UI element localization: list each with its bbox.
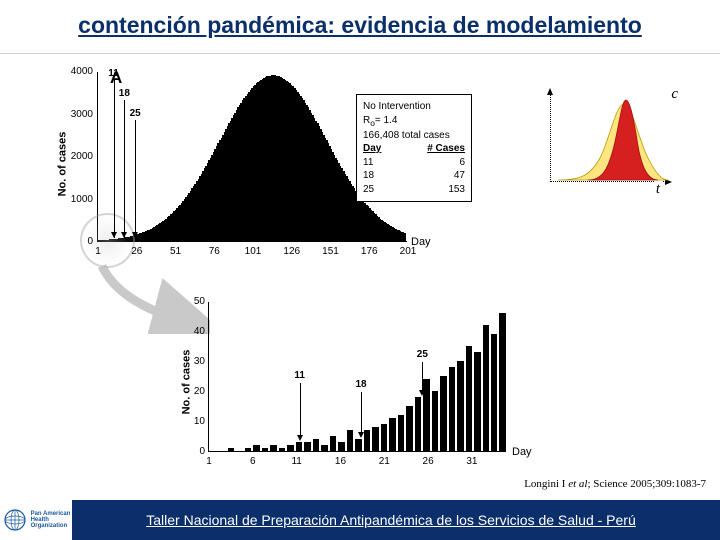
legend-line2: Ro= 1.4 xyxy=(363,114,465,129)
legend-line1: No Intervention xyxy=(363,100,465,114)
legend-header: Day # Cases xyxy=(363,142,465,156)
footer: Pan American Health Organization Taller … xyxy=(0,500,720,540)
paho-logo: Pan American Health Organization xyxy=(0,500,72,540)
chart-b: No. of cases 010203040501611162126311118… xyxy=(170,294,520,469)
legend-row: 1847 xyxy=(363,169,465,183)
legend-row: 25153 xyxy=(363,183,465,197)
legend-line3: 166,408 total cases xyxy=(363,129,465,143)
inset-curve: c t xyxy=(538,84,678,196)
inset-label-c: c xyxy=(669,86,680,103)
chart-b-xlabel: Day xyxy=(512,446,548,476)
inset-label-t: t xyxy=(654,181,662,198)
chart-a-xlabel: Day xyxy=(411,236,451,271)
legend-box: No Intervention Ro= 1.4 166,408 total ca… xyxy=(356,94,472,202)
citation: Longini I et al; Science 2005;309:1083-7 xyxy=(524,478,706,490)
chart-a-ylabel: No. of cases xyxy=(56,132,68,197)
chart-b-plot: 01020304050161116212631111825 xyxy=(208,302,506,452)
charts-area: A No. of cases 0100020003000400012651761… xyxy=(0,54,720,484)
inset-svg xyxy=(550,90,670,182)
footer-text: Taller Nacional de Preparación Antipandé… xyxy=(72,512,720,528)
slide-title: contención pandémica: evidencia de model… xyxy=(20,12,700,39)
legend-row: 116 xyxy=(363,156,465,170)
